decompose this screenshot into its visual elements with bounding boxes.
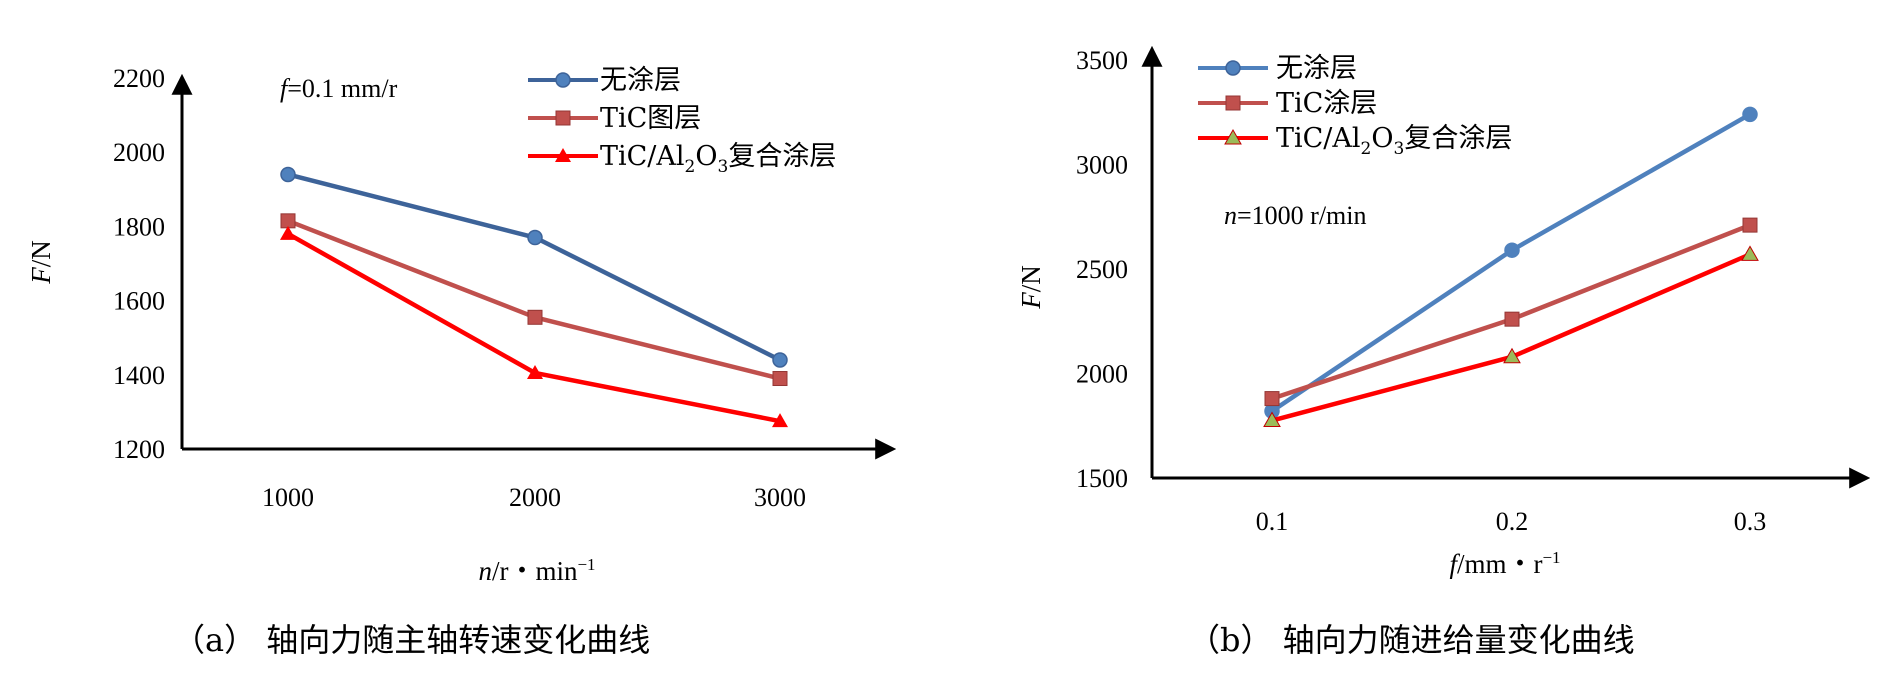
- chart-b-legend-label: TiC/Al2O3复合涂层: [1276, 123, 1512, 159]
- chart-a-series: [280, 166, 788, 428]
- x-tick-label: 0.1: [1256, 507, 1289, 536]
- series-line: [1271, 252, 1751, 423]
- chart-b-annotation: n=1000 r/min: [1224, 201, 1367, 230]
- data-point: [280, 166, 296, 183]
- series-line: [286, 231, 781, 424]
- y-tick-label: 3500: [1076, 46, 1128, 75]
- chart-a-y-tick-labels: 1200 1400 1600 1800 2000 2200: [113, 64, 165, 464]
- chart-b-x-tick-labels: 0.1 0.2 0.3: [1256, 507, 1767, 536]
- y-tick-label: 2000: [1076, 360, 1128, 389]
- chart-a-legend-item: 无涂层: [528, 65, 681, 96]
- data-point: [1742, 217, 1758, 233]
- chart-b-legend-label: 无涂层: [1276, 53, 1357, 84]
- y-tick-label: 1600: [113, 287, 165, 316]
- chart-a-xlabel: n/r・min−1: [478, 555, 595, 586]
- y-tick-label: 2500: [1076, 255, 1128, 284]
- y-tick-label: 3000: [1076, 151, 1128, 180]
- chart-b-ylabel: F/N: [1016, 265, 1046, 310]
- chart-b-series: [1263, 106, 1759, 428]
- data-point: [772, 413, 788, 428]
- data-point: [527, 364, 543, 379]
- x-tick-label: 0.2: [1496, 507, 1529, 536]
- data-point: [1263, 411, 1281, 428]
- data-point: [527, 229, 543, 246]
- chart-a-caption: （a） 轴向力随主轴转速变化曲线: [173, 621, 650, 659]
- data-point: [1503, 347, 1521, 364]
- y-tick-label: 1500: [1076, 464, 1128, 493]
- data-point: [1264, 391, 1280, 407]
- data-point: [1504, 242, 1520, 258]
- data-point: [772, 352, 788, 368]
- data-point: [280, 213, 296, 229]
- chart-a-x-tick-labels: 1000 2000 3000: [262, 483, 806, 512]
- y-tick-label: 1800: [113, 212, 165, 241]
- y-tick-label: 2000: [113, 138, 165, 167]
- chart-a-legend-item: TiC图层: [528, 103, 701, 134]
- chart-b-legend-item: 无涂层: [1198, 53, 1357, 84]
- y-tick-label: 2200: [113, 64, 165, 93]
- chart-a-annotation: f=0.1 mm/r: [280, 74, 398, 103]
- series-line: [1270, 112, 1752, 413]
- chart-a-legend-label: TiC图层: [600, 103, 701, 134]
- x-tick-label: 0.3: [1734, 507, 1767, 536]
- chart-a-ylabel: F/N: [26, 240, 56, 285]
- chart-a-legend-label: 无涂层: [600, 65, 681, 96]
- y-tick-label: 1200: [113, 435, 165, 464]
- chart-b-caption: （b） 轴向力随进给量变化曲线: [1188, 621, 1635, 659]
- chart-a-legend: 无涂层 TiC图层 TiC/Al2O3复合涂层: [528, 65, 836, 177]
- chart-a-legend-label: TiC/Al2O3复合涂层: [600, 141, 836, 177]
- data-point: [1742, 106, 1758, 123]
- data-point: [527, 309, 543, 325]
- chart-b-legend-label: TiC涂层: [1276, 88, 1377, 119]
- chart-b: 1500 2000 2500 3000 3500 0.1 0.2 0.3 F/N f/mm・…: [1016, 45, 1871, 659]
- chart-b-y-tick-labels: 1500 2000 2500 3000 3500: [1076, 46, 1128, 493]
- data-point: [280, 225, 296, 240]
- data-point: [1741, 245, 1759, 261]
- chart-b-legend-item: TiC涂层: [1198, 88, 1377, 119]
- y-tick-label: 1400: [113, 361, 165, 390]
- chart-a-legend-item: TiC/Al2O3复合涂层: [528, 141, 836, 177]
- x-tick-label: 1000: [262, 483, 314, 512]
- x-tick-label: 2000: [509, 483, 561, 512]
- chart-b-legend: 无涂层 TiC涂层 TiC/Al2O3复合涂层: [1198, 53, 1512, 159]
- chart-a: 1200 1400 1600 1800 2000 2200 1000 2000 3000 F/…: [26, 64, 897, 659]
- data-point: [1504, 311, 1520, 327]
- series-line: [287, 172, 782, 362]
- data-point: [772, 371, 788, 387]
- chart-b-legend-item: TiC/Al2O3复合涂层: [1198, 123, 1512, 159]
- x-tick-label: 3000: [754, 483, 806, 512]
- chart-b-xlabel: f/mm・r−1: [1449, 548, 1560, 579]
